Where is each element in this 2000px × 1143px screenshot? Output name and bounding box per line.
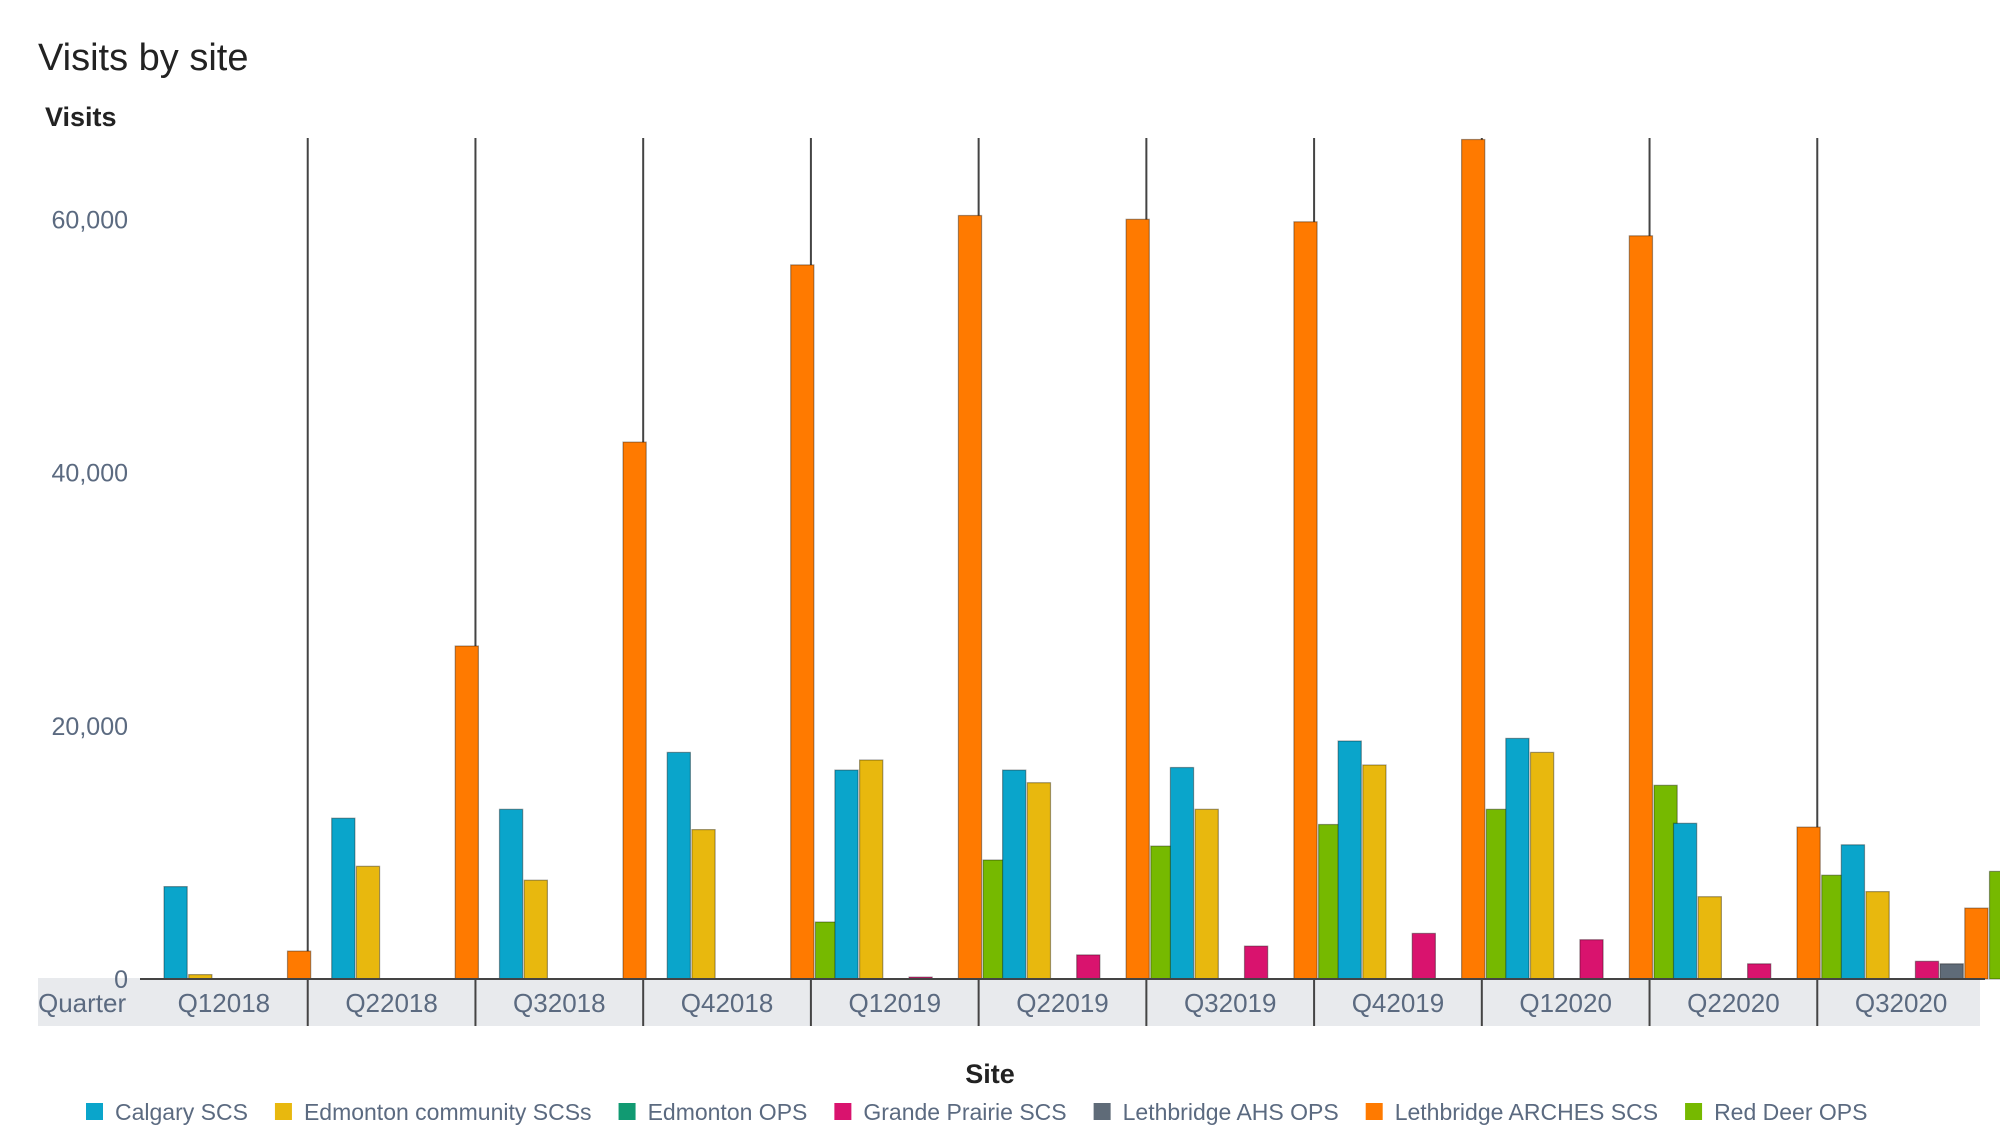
bars [163,138,2000,980]
y-tick-label: 60,000 [52,206,128,234]
x-axis-ticks: Q12018 Q22018 Q32018 Q42018 Q12019 Q22019 Q320… [178,988,1948,1018]
bar[interactable] [1293,221,1318,980]
bar[interactable] [834,769,859,980]
bar[interactable] [1697,896,1722,980]
bar[interactable] [1939,963,1964,980]
bar[interactable] [1243,945,1269,980]
bar[interactable] [1628,235,1654,980]
bar[interactable] [1505,737,1530,980]
bar[interactable] [1964,907,1989,980]
legend-item-label: Grande Prairie SCS [863,1099,1066,1125]
bar[interactable] [498,808,524,980]
bar[interactable] [1529,751,1555,980]
legend-item-label: Edmonton OPS [648,1099,808,1125]
legend-item-label: Lethbridge ARCHES SCS [1395,1099,1658,1125]
bar[interactable] [1988,870,2000,980]
bar[interactable] [1840,844,1866,980]
bar[interactable] [1865,890,1890,980]
bar[interactable] [1362,764,1387,980]
bar[interactable] [1337,740,1362,980]
legend-title: Site [965,1059,1015,1089]
bar[interactable] [957,214,983,980]
legend-swatch [1093,1103,1111,1120]
x-tick-label: Q22020 [1687,988,1780,1018]
y-tick-label: 20,000 [52,713,128,741]
bar[interactable] [691,828,716,980]
x-tick-label: Q32018 [513,988,606,1018]
bar[interactable] [1460,138,1486,980]
legend-swatch [274,1103,292,1120]
y-axis-label: Visits [45,102,117,132]
bar[interactable] [331,817,356,980]
x-tick-label: Q32019 [1184,988,1277,1018]
bar[interactable] [1125,218,1150,980]
bar[interactable] [1579,939,1604,980]
legend-swatch [618,1103,636,1120]
bar[interactable] [622,441,647,980]
chart-title: Visits by site [38,37,248,79]
bar[interactable] [163,885,188,980]
x-tick-label: Q12019 [849,988,942,1018]
y-tick-label: 0 [114,966,128,994]
bar[interactable] [666,751,692,980]
x-tick-label: Q22019 [1016,988,1109,1018]
legend-item-label: Lethbridge AHS OPS [1123,1099,1339,1125]
bar[interactable] [454,645,480,980]
bar[interactable] [1672,822,1698,980]
bar[interactable] [858,759,884,980]
legend: Calgary SCS Edmonton community SCSs Edmont… [86,1099,1867,1125]
x-tick-label: Q42018 [681,988,774,1018]
x-tick-label: Q22018 [345,988,438,1018]
legend-item-label: Red Deer OPS [1714,1099,1867,1125]
bar[interactable] [1746,963,1772,980]
bar[interactable] [523,879,549,980]
legend-swatch [834,1103,852,1120]
legend-item-label: Calgary SCS [115,1099,248,1125]
x-tick-label: Q42019 [1352,988,1445,1018]
bar[interactable] [1001,769,1027,980]
bar[interactable] [1796,826,1821,980]
x-axis-label: Quarter [38,988,126,1018]
legend-swatch [1365,1103,1383,1120]
bar[interactable] [1076,954,1101,980]
bar[interactable] [355,865,381,980]
x-axis-band [38,978,1980,1026]
legend-swatch [86,1103,103,1120]
bar[interactable] [790,264,815,980]
legend-item-label: Edmonton community SCSs [304,1099,592,1125]
x-tick-label: Q12020 [1519,988,1612,1018]
bar[interactable] [1026,782,1052,980]
bar[interactable] [286,950,312,980]
y-tick-label: 40,000 [52,460,128,488]
bar[interactable] [1169,766,1195,980]
bar[interactable] [1194,808,1219,980]
bar[interactable] [1914,960,1940,980]
bar[interactable] [1411,932,1436,980]
y-axis-ticks: 0 20,000 40,000 60,000 [52,206,128,994]
legend-swatch [1685,1103,1703,1120]
x-tick-label: Q12018 [178,988,271,1018]
x-tick-label: Q32020 [1855,988,1948,1018]
